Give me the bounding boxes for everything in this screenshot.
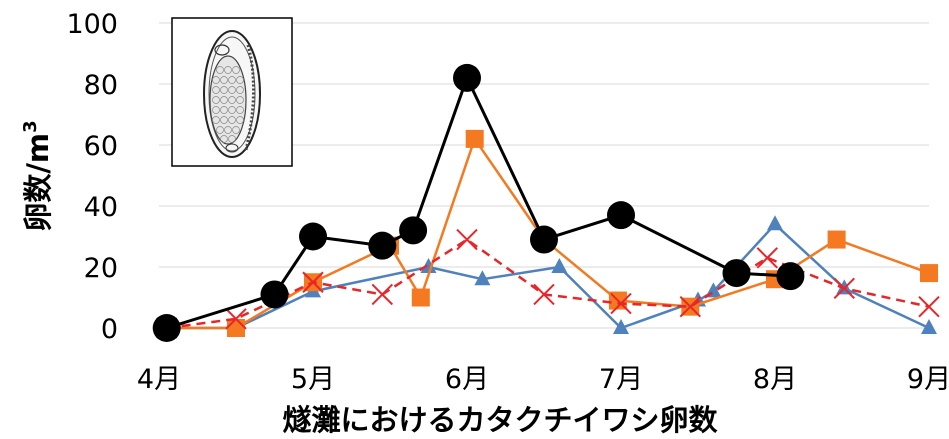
data-point xyxy=(722,259,751,288)
y-tick-label: 80 xyxy=(84,70,118,101)
series-circle xyxy=(152,63,805,342)
y-axis-label-sup: 3 xyxy=(20,120,41,133)
y-axis-label-main: 卵数/m xyxy=(21,133,55,232)
x-axis-label: 燧灘におけるカタクチイワシ卵数 xyxy=(282,403,718,437)
data-point xyxy=(411,288,430,307)
y-tick-label: 20 xyxy=(84,253,118,284)
data-point xyxy=(918,295,940,318)
data-point xyxy=(456,228,478,251)
data-point xyxy=(299,222,327,251)
data-point xyxy=(260,280,289,309)
data-point xyxy=(756,247,779,269)
data-point xyxy=(530,225,558,254)
data-point xyxy=(827,230,846,249)
data-point xyxy=(533,283,555,306)
x-tick-label: 4月 xyxy=(137,364,181,395)
data-point xyxy=(836,279,853,295)
data-point xyxy=(607,201,635,230)
x-tick-label: 6月 xyxy=(445,364,489,395)
y-tick-label: 40 xyxy=(84,192,118,223)
data-point xyxy=(368,231,397,260)
y-tick-label: 100 xyxy=(66,9,118,40)
series-line xyxy=(166,223,930,330)
data-point xyxy=(679,295,702,318)
data-point xyxy=(776,262,805,291)
x-tick-label: 8月 xyxy=(753,364,797,395)
inset-image xyxy=(171,17,293,167)
svg-text:卵数/m3: 卵数/m3 xyxy=(20,120,55,231)
data-point xyxy=(465,129,484,148)
series-group xyxy=(152,63,940,342)
data-point xyxy=(921,319,937,334)
y-tick-labels: 0 20 40 60 80 100 xyxy=(66,9,118,345)
x-tick-label: 9月 xyxy=(907,364,949,395)
data-point xyxy=(420,258,437,273)
data-point xyxy=(302,271,324,293)
y-axis-label: 卵数/m3 xyxy=(20,120,55,231)
data-point xyxy=(613,319,629,334)
x-tick-label: 5月 xyxy=(291,364,335,395)
x-tick-labels: 4月 5月 6月 7月 8月 9月 xyxy=(137,364,949,395)
anchovy-egg-illustration xyxy=(203,30,261,158)
data-point xyxy=(833,277,856,300)
data-point xyxy=(767,215,783,231)
data-point xyxy=(551,258,568,273)
series-line xyxy=(166,76,791,330)
data-point xyxy=(610,292,632,315)
y-tick-label: 0 xyxy=(101,314,118,345)
data-point xyxy=(227,319,245,337)
data-point xyxy=(371,283,394,306)
data-point xyxy=(453,63,481,92)
x-tick-label: 7月 xyxy=(599,364,643,395)
data-point xyxy=(920,264,938,283)
y-tick-label: 60 xyxy=(84,131,118,162)
data-point xyxy=(474,270,491,286)
data-point xyxy=(225,308,247,330)
data-point xyxy=(399,216,428,245)
data-point xyxy=(152,314,181,342)
